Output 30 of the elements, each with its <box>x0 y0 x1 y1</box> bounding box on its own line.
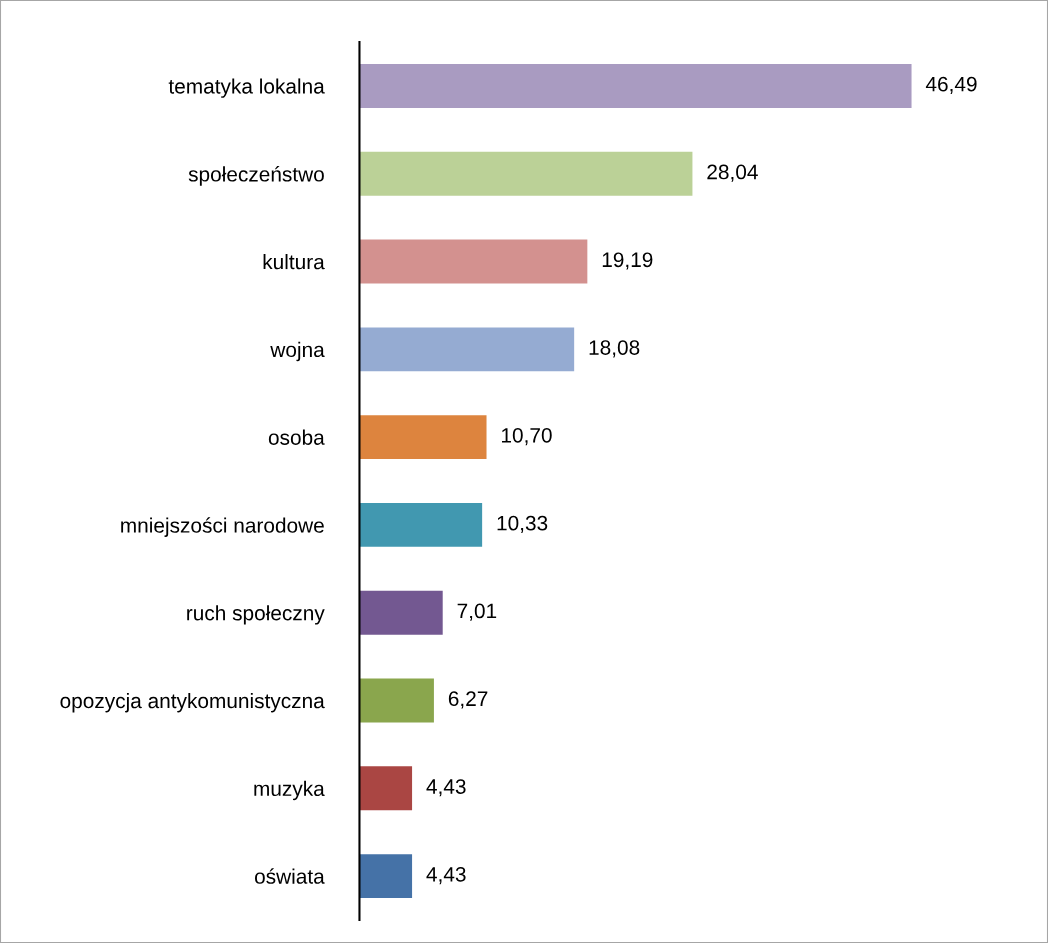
y-tick-label: osoba <box>268 429 325 445</box>
data-label: 4,43 <box>426 866 466 885</box>
bar <box>359 766 413 811</box>
bar <box>359 151 693 196</box>
data-label: 46,49 <box>925 76 977 95</box>
bar <box>359 327 575 372</box>
bar <box>359 239 588 284</box>
bar <box>359 415 487 460</box>
y-tick-label: społeczeństwo <box>188 166 324 186</box>
data-label: 10,70 <box>502 427 552 446</box>
data-label: 4,43 <box>426 779 466 797</box>
bar <box>359 64 912 108</box>
y-tick-label: opozycja antykomunistyczna <box>60 692 325 713</box>
bar <box>359 854 413 899</box>
data-label: 10,33 <box>497 515 548 533</box>
bar <box>359 502 483 547</box>
y-tick-label: kultura <box>263 253 325 270</box>
y-tick-label: mniejszości narodowe <box>121 517 324 537</box>
y-tick-label: wojna <box>270 341 325 362</box>
data-label: 28,04 <box>707 164 758 182</box>
data-label: 6,27 <box>448 691 488 709</box>
y-tick-label: oświata <box>254 868 325 884</box>
y-tick-label: muzyka <box>254 780 325 801</box>
data-label: 19,19 <box>602 252 653 270</box>
y-tick-label: ruch społeczny <box>187 605 325 625</box>
data-label: 7,01 <box>457 603 497 621</box>
y-tick-label: tematyka lokalna <box>168 78 325 98</box>
bar <box>359 678 434 723</box>
bar <box>359 590 443 635</box>
data-label: 18,08 <box>589 340 640 358</box>
